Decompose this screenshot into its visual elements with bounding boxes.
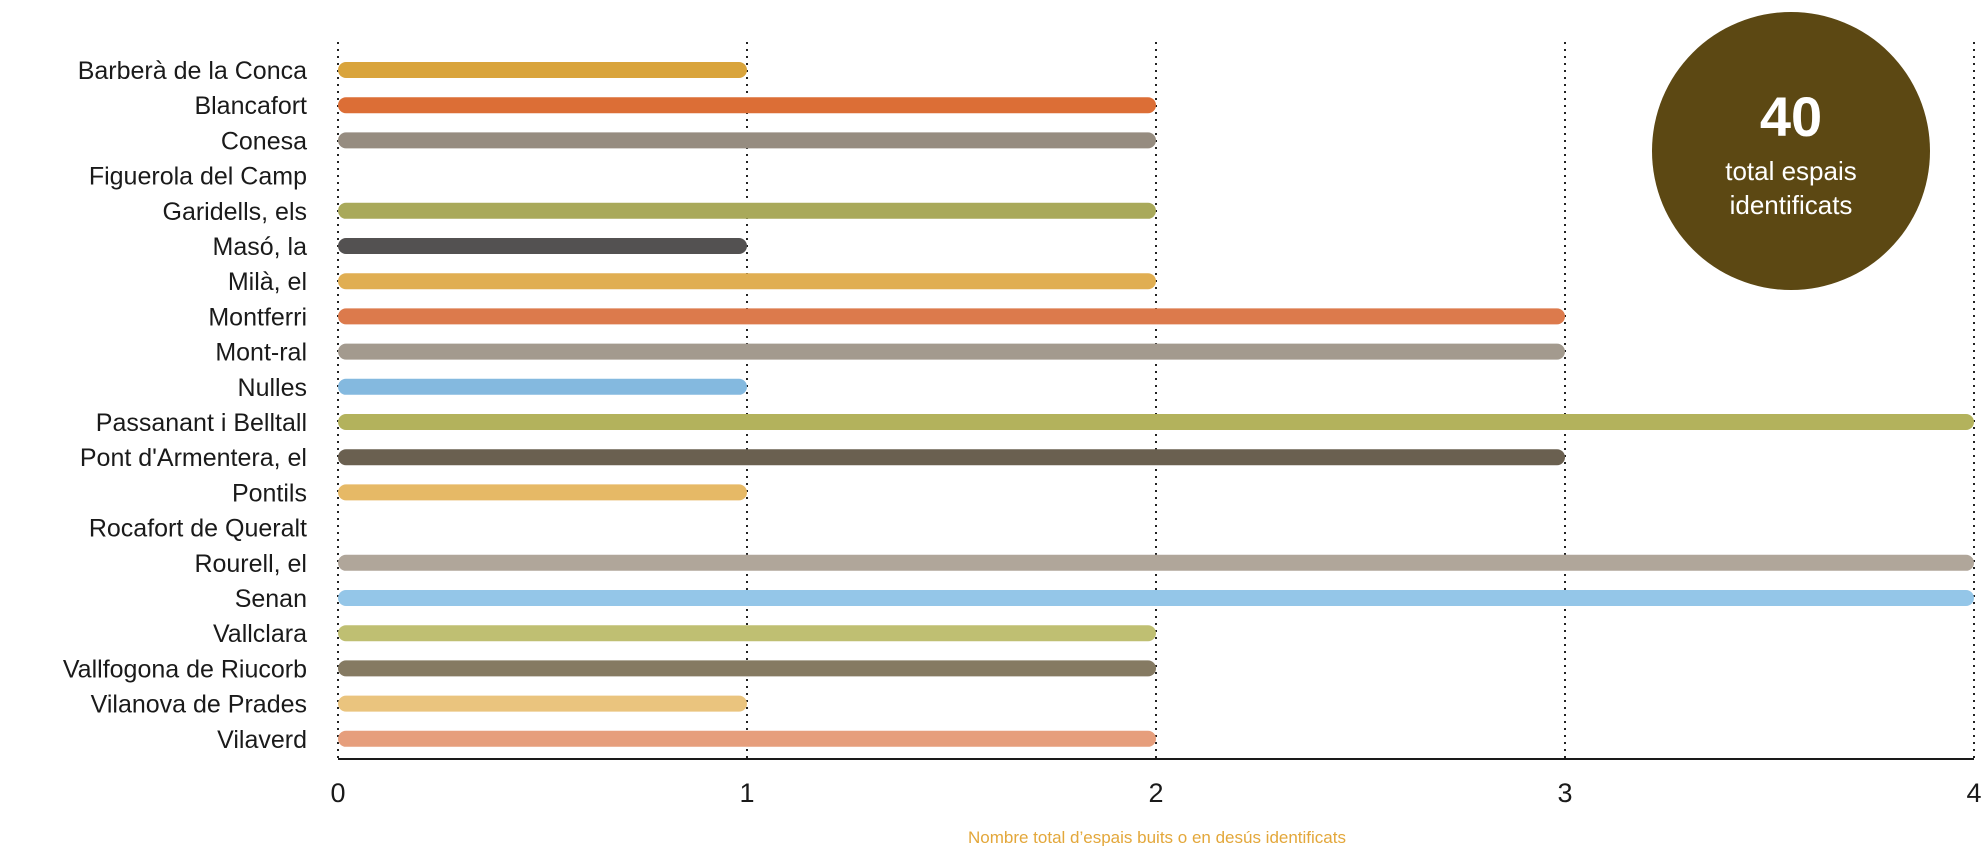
category-label: Rourell, el (194, 550, 307, 578)
grid-lines (337, 42, 1975, 759)
x-tick-label: 1 (739, 778, 754, 808)
total-badge-number: 40 (1760, 85, 1822, 148)
category-label: Nulles (238, 374, 307, 402)
total-badge-line1: total espais (1725, 156, 1857, 186)
bar (338, 202, 1156, 219)
bar (338, 308, 1565, 325)
bar (338, 132, 1156, 149)
category-label: Montferri (208, 303, 307, 331)
category-label: Vallclara (213, 620, 307, 648)
bar (338, 695, 747, 712)
bar (338, 484, 747, 501)
category-label: Masó, la (213, 233, 308, 261)
category-label: Vallfogona de Riucorb (63, 655, 307, 683)
bars-group (338, 62, 1974, 747)
category-label: Barberà de la Conca (78, 57, 307, 85)
total-badge: 40 total espais identificats (1652, 12, 1930, 290)
bar (338, 590, 1974, 606)
total-badge-line2: identificats (1730, 190, 1853, 220)
category-label: Pont d'Armentera, el (80, 444, 307, 472)
category-label: Figuerola del Camp (89, 163, 307, 191)
category-label: Senan (235, 585, 307, 613)
bar (338, 625, 1156, 642)
total-badge-circle (1652, 12, 1930, 290)
x-tick-label: 0 (330, 778, 345, 808)
category-label: Milà, el (228, 268, 307, 296)
category-label: Mont-ral (215, 339, 307, 367)
category-label: Garidells, els (163, 198, 308, 226)
bar (338, 343, 1565, 360)
category-label: Pontils (232, 479, 307, 507)
bar (338, 414, 1974, 430)
bar (338, 449, 1565, 466)
bar (338, 730, 1156, 747)
category-label: Vilaverd (217, 726, 307, 754)
bar (338, 378, 747, 395)
x-tick-label: 4 (1966, 778, 1981, 808)
category-labels: Barberà de la Conca Blancafort Conesa Figue… (63, 57, 307, 754)
x-tick-labels: 0 1 2 3 4 (330, 778, 1981, 808)
bar (338, 97, 1156, 114)
x-tick-label: 2 (1148, 778, 1163, 808)
category-label: Passanant i Belltall (96, 409, 307, 437)
bar (338, 62, 747, 78)
category-label: Conesa (221, 127, 307, 155)
bar (338, 660, 1156, 677)
bar (338, 273, 1156, 290)
category-label: Vilanova de Prades (91, 691, 307, 719)
category-label: Rocafort de Queralt (89, 515, 307, 543)
bar (338, 238, 747, 254)
x-axis-title: Nombre total d’espais buits o en desús i… (968, 828, 1346, 846)
bar (338, 554, 1974, 571)
category-label: Blancafort (194, 92, 307, 120)
x-tick-label: 3 (1557, 778, 1572, 808)
